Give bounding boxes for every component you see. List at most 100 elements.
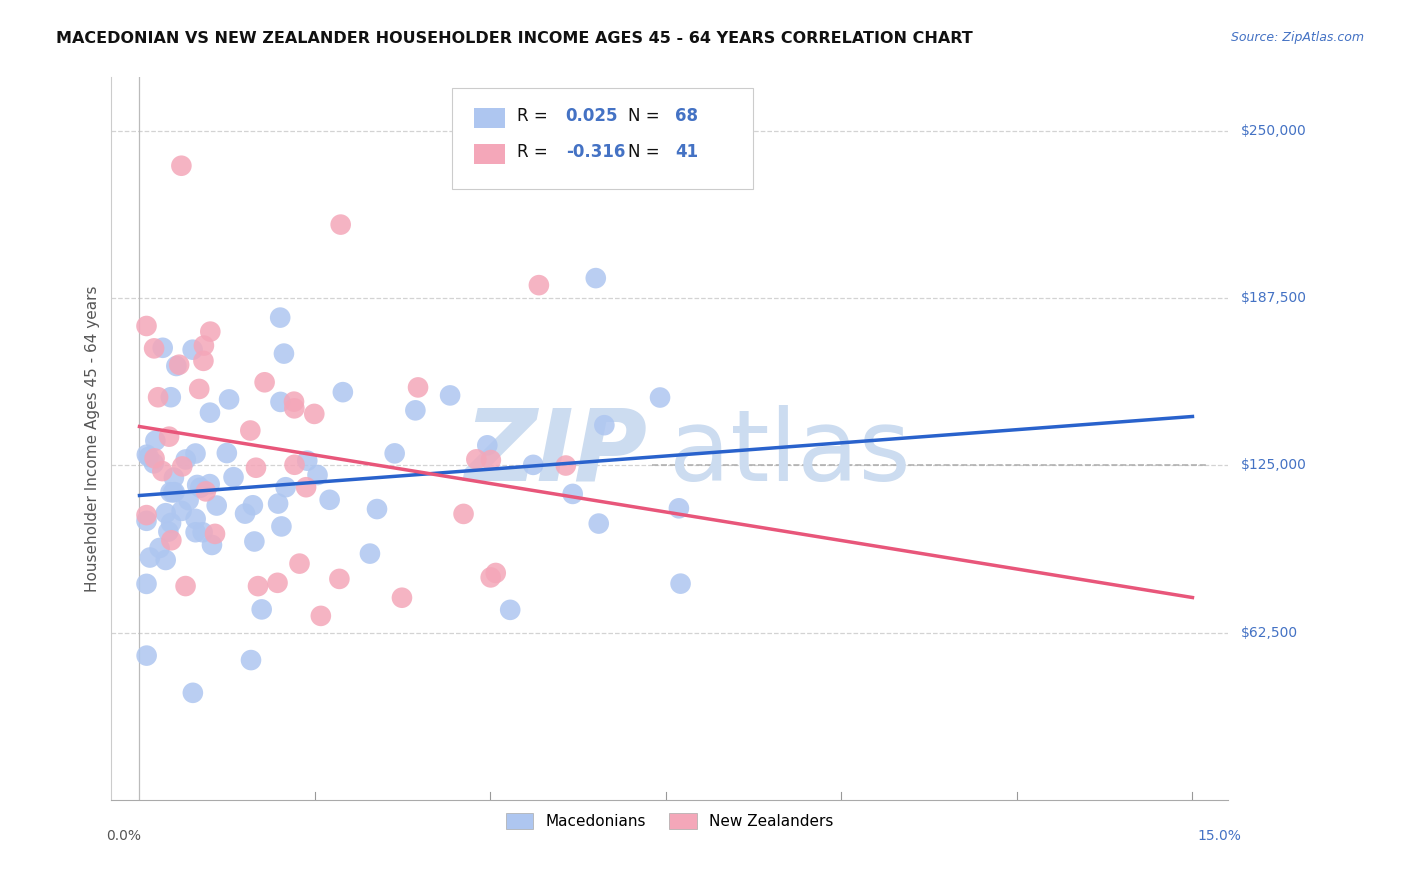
Point xyxy=(188,382,211,396)
Point xyxy=(160,516,183,530)
Point xyxy=(155,553,177,567)
Point xyxy=(152,341,174,355)
Point xyxy=(162,485,184,500)
Point xyxy=(239,424,262,438)
Text: $187,500: $187,500 xyxy=(1241,291,1308,305)
Point xyxy=(170,504,193,518)
Point xyxy=(170,159,193,173)
Point xyxy=(240,653,263,667)
Point xyxy=(204,527,226,541)
Point xyxy=(157,430,180,444)
FancyBboxPatch shape xyxy=(474,108,505,128)
Legend: Macedonians, New Zealanders: Macedonians, New Zealanders xyxy=(499,806,839,836)
Point xyxy=(245,460,267,475)
Point xyxy=(135,508,157,522)
Text: 41: 41 xyxy=(675,143,699,161)
Point xyxy=(142,456,165,470)
Point xyxy=(267,497,290,511)
Point xyxy=(585,271,607,285)
Point xyxy=(283,401,305,416)
Point xyxy=(479,453,502,467)
Point xyxy=(366,502,388,516)
Point xyxy=(453,507,475,521)
Text: 0.025: 0.025 xyxy=(565,107,619,125)
Point xyxy=(155,506,177,520)
Point xyxy=(163,471,186,485)
Point xyxy=(167,358,190,372)
Point xyxy=(384,446,406,460)
Point xyxy=(304,407,326,421)
Point xyxy=(404,403,426,417)
FancyBboxPatch shape xyxy=(474,144,505,164)
Text: R =: R = xyxy=(516,107,553,125)
Point xyxy=(163,485,186,500)
Point xyxy=(309,608,332,623)
Text: 15.0%: 15.0% xyxy=(1197,829,1241,843)
Point xyxy=(149,541,172,555)
FancyBboxPatch shape xyxy=(451,88,754,189)
Point xyxy=(288,557,311,571)
Point xyxy=(146,390,169,404)
Point xyxy=(150,464,173,478)
Point xyxy=(668,501,690,516)
Point xyxy=(465,452,488,467)
Point xyxy=(439,388,461,402)
Text: atlas: atlas xyxy=(669,405,911,501)
Point xyxy=(233,507,256,521)
Point xyxy=(391,591,413,605)
Point xyxy=(477,438,499,452)
Point xyxy=(174,579,197,593)
Point xyxy=(318,492,340,507)
Point xyxy=(479,570,502,584)
Text: Source: ZipAtlas.com: Source: ZipAtlas.com xyxy=(1230,31,1364,45)
Point xyxy=(273,346,295,360)
Point xyxy=(143,342,166,356)
Point xyxy=(135,448,157,462)
Point xyxy=(588,516,610,531)
Point xyxy=(143,451,166,466)
Point xyxy=(135,318,157,333)
Point xyxy=(143,434,166,448)
Point xyxy=(174,452,197,467)
Point xyxy=(159,485,181,500)
Point xyxy=(200,325,222,339)
Text: $125,000: $125,000 xyxy=(1241,458,1306,473)
Point xyxy=(328,572,350,586)
Point xyxy=(205,499,228,513)
Point xyxy=(177,493,200,508)
Point xyxy=(181,343,204,357)
Point xyxy=(561,487,583,501)
Point xyxy=(135,514,157,528)
Point xyxy=(135,648,157,663)
Point xyxy=(270,519,292,533)
Point xyxy=(274,480,297,494)
Point xyxy=(172,459,194,474)
Text: 68: 68 xyxy=(675,107,697,125)
Text: MACEDONIAN VS NEW ZEALANDER HOUSEHOLDER INCOME AGES 45 - 64 YEARS CORRELATION CH: MACEDONIAN VS NEW ZEALANDER HOUSEHOLDER … xyxy=(56,31,973,46)
Point xyxy=(193,338,215,352)
Y-axis label: Householder Income Ages 45 - 64 years: Householder Income Ages 45 - 64 years xyxy=(86,285,100,592)
Point xyxy=(186,478,208,492)
Point xyxy=(218,392,240,407)
Point xyxy=(198,477,221,491)
Point xyxy=(485,566,508,580)
Point xyxy=(165,359,187,373)
Text: $62,500: $62,500 xyxy=(1241,625,1298,640)
Point xyxy=(283,394,305,409)
Point xyxy=(198,406,221,420)
Text: R =: R = xyxy=(516,143,553,161)
Point xyxy=(191,525,214,540)
Point xyxy=(527,278,550,293)
Point xyxy=(181,686,204,700)
Point xyxy=(188,481,211,495)
Text: ZIP: ZIP xyxy=(464,405,647,501)
Point xyxy=(359,547,381,561)
Point xyxy=(307,468,329,483)
Text: N =: N = xyxy=(628,107,665,125)
Point xyxy=(648,391,671,405)
Text: N =: N = xyxy=(628,143,665,161)
Point xyxy=(332,385,354,400)
Point xyxy=(138,450,160,464)
Point xyxy=(222,470,245,484)
Point xyxy=(194,484,217,499)
